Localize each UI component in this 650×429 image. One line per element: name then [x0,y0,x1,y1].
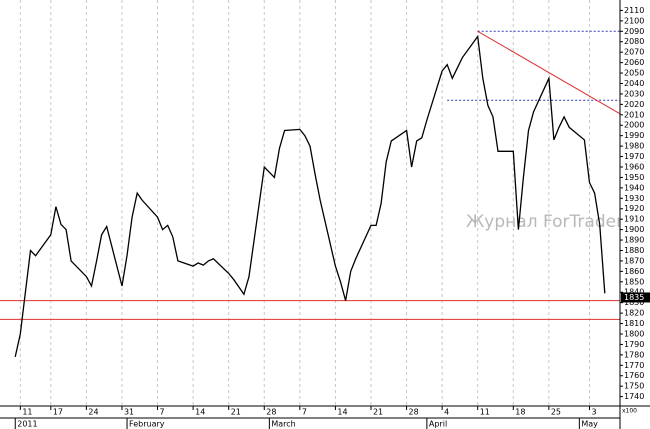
y-tick-label: 1890 [624,236,644,245]
x-tick-label: 11 [22,408,32,417]
x-tick-label: 14 [337,408,347,417]
y-tick-label: 1960 [624,162,644,171]
x-tick-label: 7 [160,408,165,417]
y-tick-label: 1820 [624,309,644,318]
scale-label: x100 [622,408,637,415]
month-label: May [581,420,598,429]
y-tick-label: 1760 [624,371,644,380]
y-tick-label: 1740 [624,392,644,401]
month-label: 2011 [17,420,37,429]
y-tick-label: 1940 [624,183,644,192]
x-tick-label: 31 [124,408,134,417]
y-tick-label: 2050 [624,69,644,78]
y-tick-label: 2060 [624,58,644,67]
x-tick-label: 25 [551,408,561,417]
y-tick-label: 1910 [624,215,644,224]
y-tick-label: 1990 [624,131,644,140]
x-tick-label: 21 [231,408,241,417]
y-tick-label: 1980 [624,142,644,151]
x-tick-label: 28 [266,408,276,417]
x-tick-label: 7 [302,408,307,417]
trend-line [477,30,621,115]
y-tick-label: 1770 [624,361,644,370]
x-tick-label: 28 [409,408,419,417]
y-tick-label: 1790 [624,340,644,349]
y-tick-label: 1920 [624,204,644,213]
x-tick-label: 17 [53,408,63,417]
y-tick-label: 2040 [624,79,644,88]
month-label: March [271,420,295,429]
x-tick-label: 21 [373,408,383,417]
y-tick-label: 1900 [624,225,644,234]
x-tick-label: 24 [88,408,98,417]
y-tick-label: 2090 [624,27,644,36]
x-tick-label: 14 [195,408,205,417]
y-tick-label: 1870 [624,256,644,265]
y-tick-label: 1860 [624,267,644,276]
month-label: February [129,420,165,429]
y-tick-label: 1950 [624,173,644,182]
y-tick-label: 2080 [624,37,644,46]
x-tick-label: 3 [592,408,597,417]
y-tick-label: 1970 [624,152,644,161]
y-tick-label: 1750 [624,382,644,391]
last-price-box [621,292,650,303]
y-tick-label: 2100 [624,16,644,25]
month-label: April [429,420,447,429]
x-tick-label: 18 [515,408,525,417]
y-tick-label: 2000 [624,121,644,130]
y-tick-label: 1830 [624,298,644,307]
y-tick-label: 1840 [624,288,644,297]
y-tick-label: 1780 [624,350,644,359]
x-tick-label: 4 [444,408,449,417]
y-tick-label: 2020 [624,100,644,109]
y-tick-label: 2010 [624,110,644,119]
y-tick-label: 1810 [624,319,644,328]
last-price-label: 1835 [624,293,644,302]
price-line [14,34,606,358]
y-tick-label: 2070 [624,48,644,57]
y-tick-label: 1880 [624,246,644,255]
y-tick-label: 2110 [624,6,644,15]
y-tick-label: 1800 [624,329,644,338]
watermark: Журнал ForTrader.ru [466,212,645,232]
price-axis-bg [620,0,650,429]
y-tick-label: 1930 [624,194,644,203]
x-tick-label: 11 [480,408,490,417]
y-tick-label: 1850 [624,277,644,286]
y-tick-label: 2030 [624,89,644,98]
